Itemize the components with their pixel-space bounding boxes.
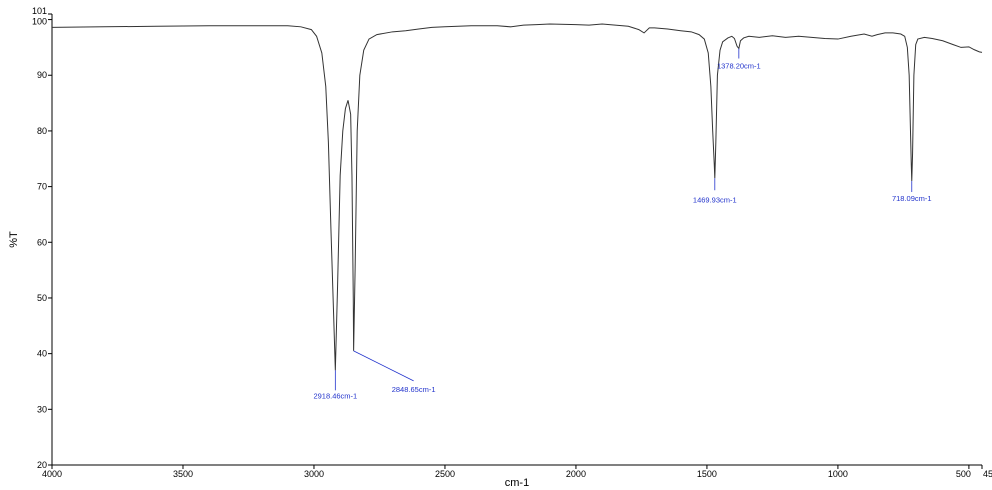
peak-leader-line [353, 350, 414, 382]
x-tick-label: 4000 [42, 469, 62, 479]
peak-label: 1469.93cm-1 [693, 195, 737, 204]
y-tick-label: 50 [37, 293, 47, 303]
x-tick-label: 2500 [435, 469, 455, 479]
y-tick-label: 30 [37, 404, 47, 414]
peak-label: 1378.20cm-1 [717, 62, 761, 71]
y-tick-label: 90 [37, 70, 47, 80]
spectrum-series-line [51, 23, 983, 371]
y-tick-label: 20 [37, 460, 47, 470]
x-tick-label: 1000 [828, 469, 848, 479]
y-tick-label: 101 [32, 6, 47, 16]
y-tick-label: 70 [37, 182, 47, 192]
x-axis-ticks: 4000 3500 3000 2500 2000 1500 1000 500 450 [42, 465, 992, 479]
y-axis-title: %T [8, 231, 20, 248]
peak-annotations: 2918.46cm-1 2848.65cm-1 1469.93cm-1 1378.20… [313, 48, 932, 400]
x-tick-label: 2000 [566, 469, 586, 479]
axes [51, 14, 982, 466]
y-tick-label: 100 [32, 17, 47, 27]
x-tick-label: 500 [956, 469, 971, 479]
y-tick-label: 40 [37, 349, 47, 359]
peak-label: 718.09cm-1 [892, 194, 932, 203]
x-axis-title: cm-1 [505, 477, 529, 489]
x-tick-label: 3000 [304, 469, 324, 479]
y-tick-label: 80 [37, 126, 47, 136]
y-tick-label: 60 [37, 237, 47, 247]
x-tick-label: 450 [983, 469, 992, 479]
x-tick-label: 1500 [697, 469, 717, 479]
x-tick-label: 3500 [173, 469, 193, 479]
peak-label: 2848.65cm-1 [392, 385, 436, 394]
peak-label: 2918.46cm-1 [313, 391, 357, 400]
